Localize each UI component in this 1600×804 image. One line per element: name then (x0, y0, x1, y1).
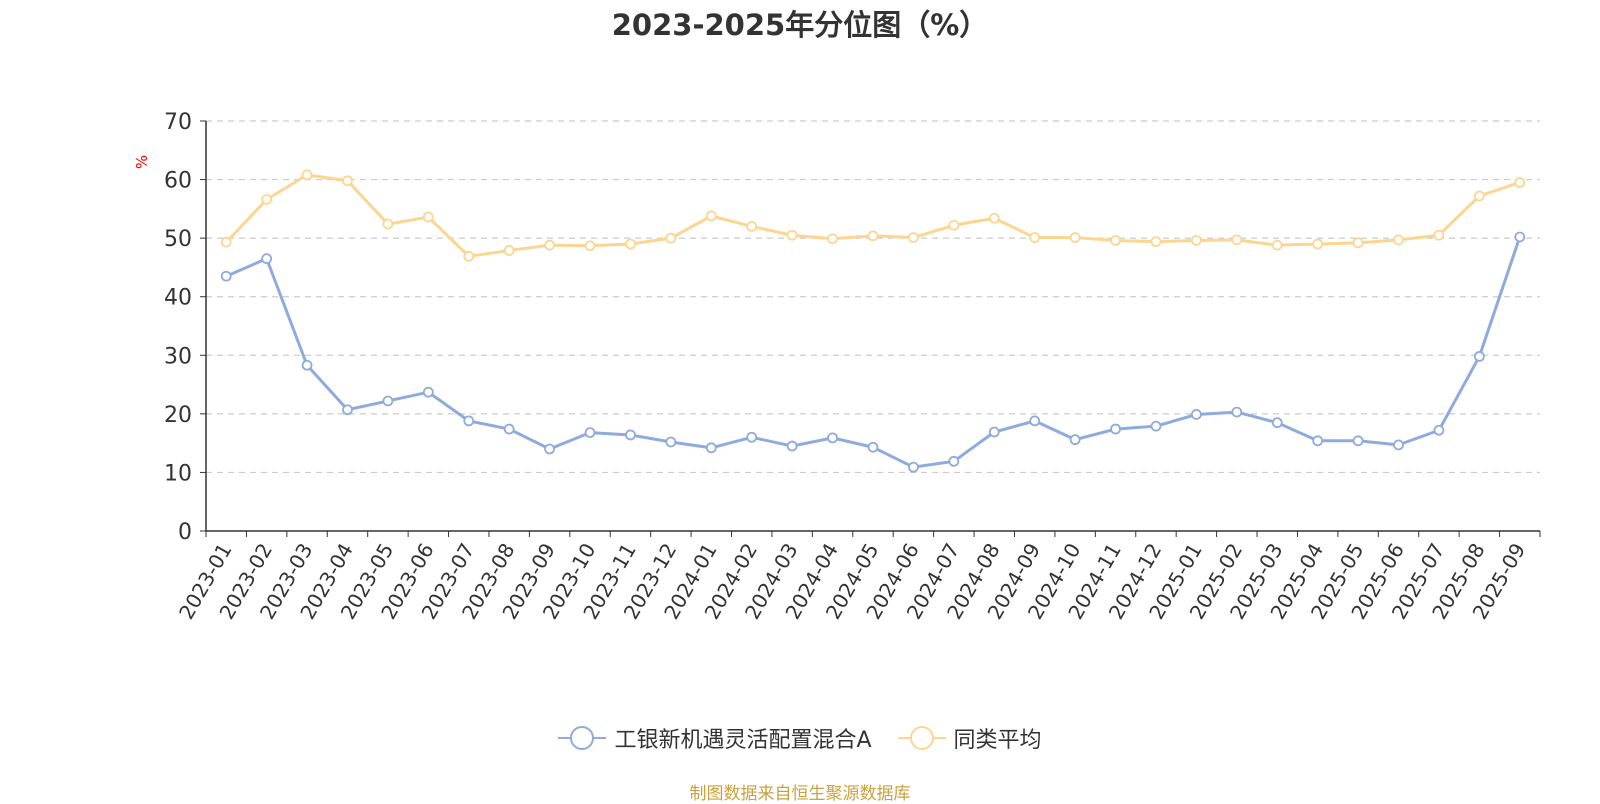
source-note: 制图数据来自恒生聚源数据库 (689, 784, 911, 804)
series-1-point-2024-11 (1110, 235, 1121, 246)
series-1-point-2023-03 (301, 169, 313, 181)
axes: 0102030405060702023-012023-022023-032023… (164, 110, 1541, 623)
series-0-point-2023-02 (261, 253, 273, 265)
legend: 工银新机遇灵活配置混合A 同类平均 (0, 722, 1600, 754)
legend-item-fund[interactable]: 工银新机遇灵活配置混合A (558, 722, 872, 754)
y-tick-label-0: 0 (178, 520, 192, 545)
legend-label-fund: 工银新机遇灵活配置混合A (614, 728, 872, 753)
series-1-point-2023-04 (342, 175, 353, 187)
series-1-point-2024-01 (705, 210, 717, 222)
series-1-point-2023-10 (584, 240, 596, 252)
series-0-point-2024-08 (988, 426, 1000, 438)
y-tick-label-50: 50 (164, 227, 192, 252)
series-0-point-2024-09 (1029, 415, 1041, 427)
series-1-point-2023-08 (503, 245, 515, 256)
y-tick-label-20: 20 (164, 403, 192, 428)
series-0-point-2024-11 (1110, 423, 1121, 435)
series-1-point-2023-02 (261, 194, 273, 205)
series-0-point-2023-08 (503, 423, 515, 435)
series-0-point-2023-09 (544, 443, 556, 455)
series-0-point-2025-08 (1473, 351, 1485, 362)
series-0-point-2023-04 (342, 404, 353, 416)
series-1-point-2023-12 (665, 232, 677, 244)
series-1-point-2023-07 (463, 250, 475, 262)
y-tick-label-10: 10 (164, 461, 192, 486)
series-1-point-2023-06 (422, 211, 434, 223)
series-1-point-2024-03 (786, 229, 798, 241)
y-axis-label: % (133, 155, 151, 169)
y-tick-label-40: 40 (164, 286, 192, 311)
series-0-point-2025-04 (1312, 435, 1324, 447)
series-1-point-2025-04 (1312, 238, 1324, 250)
series-0-point-2024-12 (1150, 420, 1162, 432)
series-0-point-2025-01 (1190, 409, 1202, 420)
series-1-point-2024-12 (1150, 236, 1162, 248)
legend-label-category-average: 同类平均 (953, 728, 1042, 753)
series-0-point-2024-01 (705, 442, 717, 454)
series-1-point-2023-11 (625, 238, 636, 250)
series-1-point-2025-05 (1352, 237, 1364, 249)
series-layer (220, 169, 1526, 473)
series-0-point-2025-03 (1271, 417, 1283, 429)
series-1-point-2023-09 (544, 239, 556, 251)
y-tick-label-30: 30 (164, 344, 192, 369)
series-0-point-2023-03 (301, 359, 313, 371)
series-1-point-2025-08 (1473, 190, 1485, 202)
series-0-point-2023-12 (665, 436, 677, 448)
series-0-point-2024-04 (827, 432, 838, 444)
series-0-point-2025-06 (1393, 439, 1404, 451)
series-1-point-2024-02 (746, 221, 758, 232)
y-tick-label-70: 70 (164, 110, 192, 135)
legend-swatch-fund (558, 726, 607, 750)
series-1-point-2024-04 (827, 233, 838, 245)
series-0-point-2023-10 (584, 427, 596, 439)
series-0-point-2024-06 (908, 461, 919, 473)
legend-swatch-category-average (897, 726, 946, 750)
series-1-point-2024-07 (948, 219, 960, 231)
series-0-point-2024-03 (786, 440, 798, 452)
series-0-point-2025-07 (1433, 424, 1445, 436)
series-0-point-2025-05 (1352, 435, 1364, 447)
series-1-point-2025-03 (1271, 239, 1283, 251)
series-0-point-2024-05 (867, 441, 879, 453)
series-0-point-2023-01 (220, 270, 232, 282)
series-1-point-2025-09 (1514, 177, 1526, 188)
series-0-point-2024-07 (948, 455, 960, 467)
series-0-point-2024-10 (1069, 434, 1081, 446)
series-1-point-2024-06 (908, 232, 919, 243)
series-1-point-2023-05 (382, 218, 394, 230)
series-0-point-2023-07 (463, 415, 475, 427)
series-line-0 (225, 236, 1522, 469)
series-1-point-2024-10 (1069, 232, 1081, 243)
series-1-point-2025-06 (1393, 234, 1404, 246)
y-tick-label-60: 60 (164, 169, 192, 194)
series-1-point-2025-02 (1231, 234, 1243, 246)
series-1-point-2024-05 (867, 230, 879, 242)
grid-lines (206, 120, 1540, 474)
series-1-point-2024-08 (988, 212, 1000, 224)
series-0-point-2024-02 (746, 431, 758, 443)
legend-item-category-average[interactable]: 同类平均 (897, 722, 1042, 754)
series-1-point-2025-07 (1433, 229, 1445, 241)
series-0-point-2023-11 (625, 429, 636, 441)
chart-title: 2023-2025年分位图（%） (611, 8, 989, 42)
series-1-point-2023-01 (220, 236, 232, 248)
series-line-1 (225, 173, 1521, 258)
series-0-point-2023-06 (422, 386, 434, 398)
series-0-point-2025-02 (1231, 406, 1243, 418)
series-0-point-2025-09 (1514, 231, 1526, 243)
series-0-point-2023-05 (382, 395, 394, 407)
series-1-point-2025-01 (1190, 235, 1202, 246)
series-1-point-2024-09 (1029, 232, 1041, 243)
